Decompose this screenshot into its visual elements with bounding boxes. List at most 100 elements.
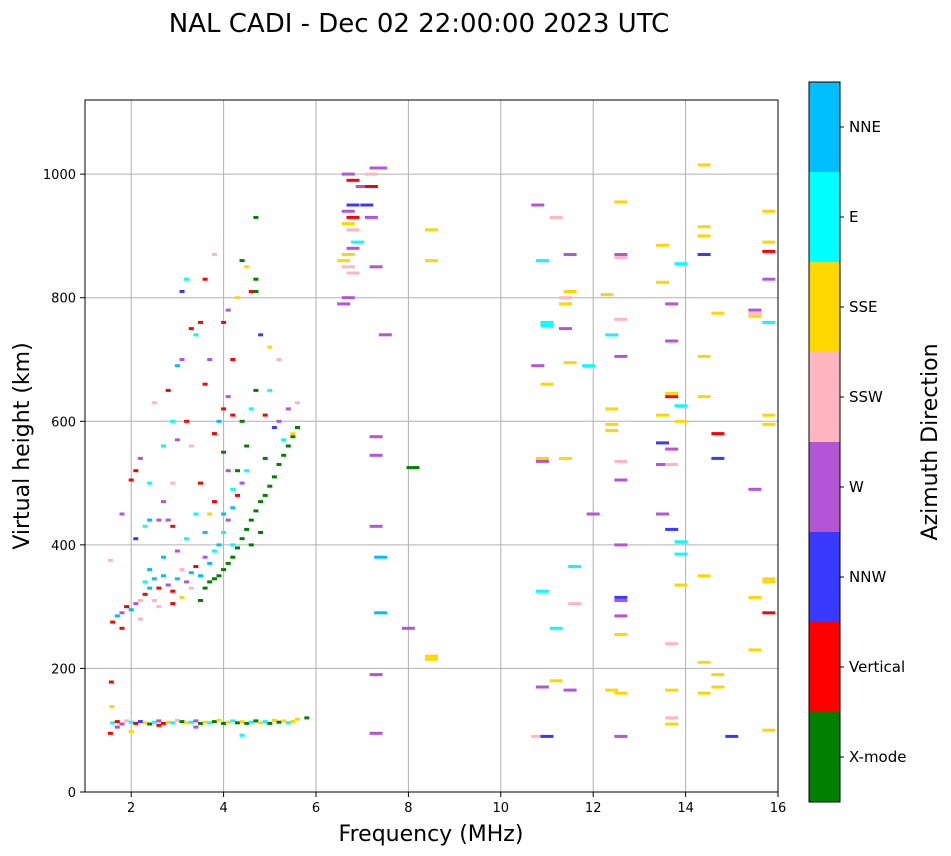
echo-point [170,602,176,606]
echo-point [369,265,383,269]
echo-point [674,404,688,408]
echo-point [605,333,619,337]
colorbar-label: W [849,478,864,496]
echo-point [202,586,208,590]
echo-point [762,422,776,426]
echo-point [248,720,254,724]
x-tick-label: 4 [219,801,227,816]
echo-point [614,354,628,358]
echo-point [174,438,180,442]
echo-point [711,685,725,689]
echo-point [110,620,116,624]
echo-point [559,302,572,306]
echo-point [378,333,392,337]
echo-point [531,364,545,368]
echo-point [337,302,351,306]
echo-point [374,555,388,559]
echo-point [267,484,273,488]
echo-point [147,586,153,590]
echo-point [142,524,148,528]
echo-point [697,225,711,229]
echo-point [697,163,711,167]
echo-point [207,721,213,725]
echo-point [665,392,679,395]
echo-point [605,407,619,411]
echo-point [711,311,725,315]
echo-point [697,395,711,399]
echo-point [133,469,139,473]
echo-point [614,317,628,321]
echo-point [290,432,296,436]
echo-point [559,296,572,300]
echo-point [193,512,199,516]
echo-point [425,657,438,661]
echo-point [262,413,268,417]
x-tick-label: 12 [585,801,602,816]
echo-point [276,358,282,361]
echo-point [605,688,619,692]
echo-point [271,426,277,429]
echo-point [762,240,776,244]
echo-point [124,719,130,723]
echo-point [235,546,240,550]
echo-point [239,481,245,485]
echo-point [674,583,688,587]
echo-point [697,691,711,695]
echo-point [161,721,166,725]
echo-point [128,720,134,724]
y-tick-label: 200 [51,662,76,677]
echo-point [230,555,236,559]
echo-point [184,721,190,725]
echo-point [748,648,762,652]
echo-point [184,419,190,423]
echo-point [697,574,711,578]
echo-point [188,720,194,724]
echo-point [202,382,208,386]
echo-point [540,324,554,327]
echo-point [253,277,259,281]
echo-point [665,463,679,466]
echo-point [364,185,378,188]
x-tick-label: 6 [312,801,320,816]
echo-point [230,358,236,361]
echo-point [114,614,120,618]
echo-point [535,589,549,593]
echo-point [107,558,113,562]
echo-point [235,469,240,473]
echo-point [656,413,669,417]
echo-point [174,577,180,581]
echo-point [290,720,296,724]
echo-point [133,721,139,725]
echo-point [221,450,227,454]
grid-lines [85,100,779,793]
echo-point [762,728,776,732]
echo-point [725,734,739,738]
x-axis-ticks: 2 4 6 8 10 12 14 16 [127,792,786,816]
echo-point [244,527,250,531]
echo-point [202,531,208,534]
echo-point [568,565,582,568]
echo-point [674,540,688,544]
echo-point [225,395,231,399]
echo-point [193,725,199,729]
echo-point [225,561,231,565]
echo-point [244,721,250,725]
echo-point [253,215,259,219]
echo-point [165,388,171,392]
echo-point [346,271,360,275]
x-tick-label: 2 [127,801,135,816]
echo-point [762,577,776,581]
echo-point [221,568,227,572]
echo-point [748,308,762,312]
echo-point [425,259,438,263]
echo-point [170,589,176,593]
echo-point [230,506,236,510]
echo-point [179,290,185,293]
echo-point [230,413,236,417]
echo-point [586,512,600,516]
echo-point [762,209,776,213]
chart-title: NAL CADI - Dec 02 22:00:00 2023 UTC [169,9,669,39]
echo-point [369,453,383,457]
echo-point [179,720,185,724]
echo-point [697,253,711,256]
